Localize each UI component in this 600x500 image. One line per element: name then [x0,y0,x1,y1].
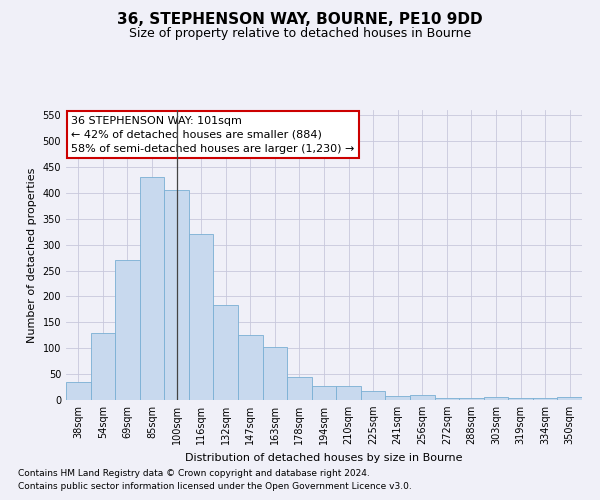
Bar [263,346,287,400]
Y-axis label: Number of detached properties: Number of detached properties [27,168,37,342]
Bar [287,376,312,400]
Bar [361,391,385,400]
Bar [459,398,484,400]
Bar [312,386,336,400]
Bar [238,336,263,400]
Bar [557,398,582,400]
Bar [115,260,140,400]
Bar [91,332,115,400]
Bar [385,396,410,400]
Bar [508,398,533,400]
Text: Contains public sector information licensed under the Open Government Licence v3: Contains public sector information licen… [18,482,412,491]
Bar [164,190,189,400]
X-axis label: Distribution of detached houses by size in Bourne: Distribution of detached houses by size … [185,452,463,462]
Text: 36 STEPHENSON WAY: 101sqm
← 42% of detached houses are smaller (884)
58% of semi: 36 STEPHENSON WAY: 101sqm ← 42% of detac… [71,116,355,154]
Bar [66,382,91,400]
Bar [434,398,459,400]
Bar [410,395,434,400]
Bar [533,398,557,400]
Bar [140,178,164,400]
Text: Size of property relative to detached houses in Bourne: Size of property relative to detached ho… [129,28,471,40]
Text: Contains HM Land Registry data © Crown copyright and database right 2024.: Contains HM Land Registry data © Crown c… [18,468,370,477]
Bar [484,398,508,400]
Text: 36, STEPHENSON WAY, BOURNE, PE10 9DD: 36, STEPHENSON WAY, BOURNE, PE10 9DD [117,12,483,28]
Bar [214,305,238,400]
Bar [189,234,214,400]
Bar [336,386,361,400]
